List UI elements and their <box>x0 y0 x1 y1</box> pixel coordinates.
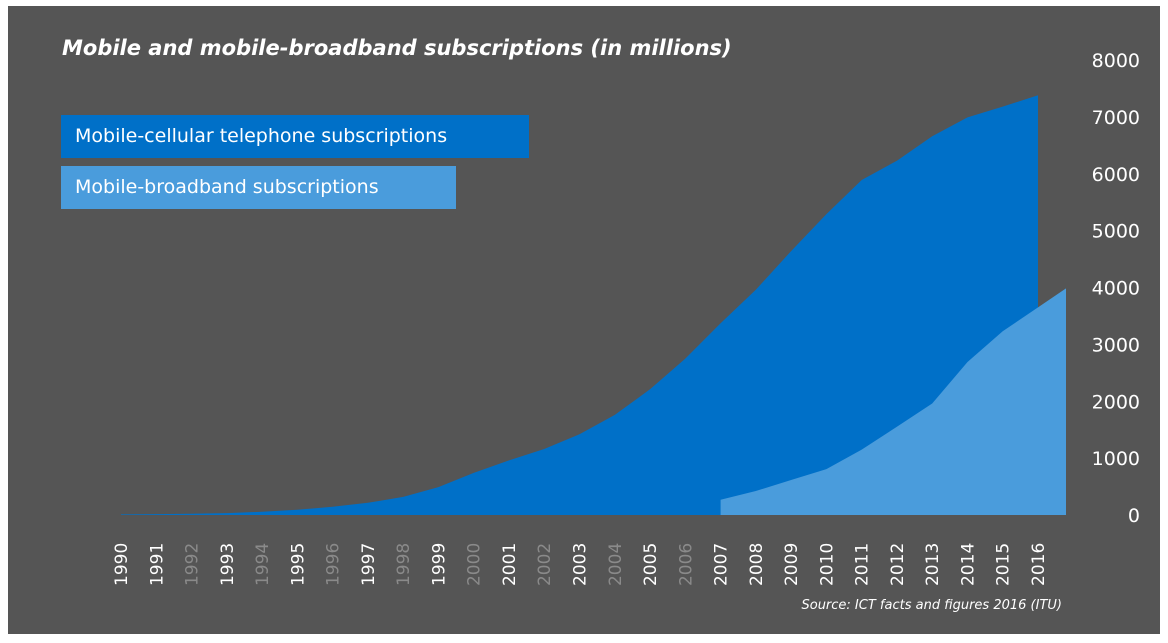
x-tick-label: 1990 <box>112 543 132 586</box>
x-tick-label: 2006 <box>676 543 696 586</box>
x-tick-label: 2016 <box>1029 543 1049 586</box>
y-tick-label: 4000 <box>1092 278 1140 300</box>
x-tick-label: 2007 <box>712 543 732 586</box>
x-tick-label: 2012 <box>888 543 908 586</box>
chart-source: Source: ICT facts and figures 2016 (ITU) <box>801 598 1062 613</box>
x-tick-label: 1993 <box>218 543 238 586</box>
x-tick-label: 2009 <box>782 543 802 586</box>
y-tick-label: 7000 <box>1092 107 1140 129</box>
x-tick-label: 2003 <box>571 543 591 586</box>
x-tick-label: 1998 <box>394 543 414 586</box>
y-tick-label: 5000 <box>1092 221 1140 243</box>
x-tick-label: 2000 <box>465 543 485 586</box>
x-tick-label: 1992 <box>183 543 203 586</box>
area-mobile-broadband <box>720 288 1066 515</box>
y-tick-label: 6000 <box>1092 164 1140 186</box>
x-tick-label: 2013 <box>923 543 943 586</box>
x-tick-label: 2011 <box>853 543 873 586</box>
area-mobile-cellular <box>121 95 1038 516</box>
x-tick-label: 2014 <box>958 543 978 586</box>
x-tick-label: 2008 <box>747 543 767 586</box>
legend-mobile-broadband: Mobile-broadband subscriptions <box>61 166 456 209</box>
x-tick-label: 2001 <box>500 543 520 586</box>
y-tick-label: 1000 <box>1092 448 1140 470</box>
x-tick-label: 2010 <box>817 543 837 586</box>
chart-panel: 0 1000 2000 3000 4000 5000 6000 7000 8000 1990 19… <box>8 6 1160 634</box>
x-tick-label: 1996 <box>324 543 344 586</box>
x-tick-label: 2002 <box>535 543 555 586</box>
chart-title: Mobile and mobile-broadband subscription… <box>62 36 732 60</box>
x-tick-label: 2004 <box>606 543 626 586</box>
y-tick-label: 3000 <box>1092 334 1140 356</box>
chart-plot: 0 1000 2000 3000 4000 5000 6000 7000 8000 1990 19… <box>112 50 1140 586</box>
x-tick-label: 2015 <box>994 543 1014 586</box>
x-tick-label: 2005 <box>641 543 661 586</box>
y-tick-label: 8000 <box>1092 50 1140 72</box>
x-tick-label: 1999 <box>429 543 449 586</box>
y-tick-label: 0 <box>1128 505 1140 527</box>
y-tick-label: 2000 <box>1092 391 1140 413</box>
x-tick-label: 1997 <box>359 543 379 586</box>
legend-mobile-cellular: Mobile-cellular telephone subscriptions <box>61 115 529 158</box>
x-tick-label: 1995 <box>288 543 308 586</box>
x-tick-label: 1994 <box>253 543 273 586</box>
x-tick-label: 1991 <box>147 543 167 586</box>
